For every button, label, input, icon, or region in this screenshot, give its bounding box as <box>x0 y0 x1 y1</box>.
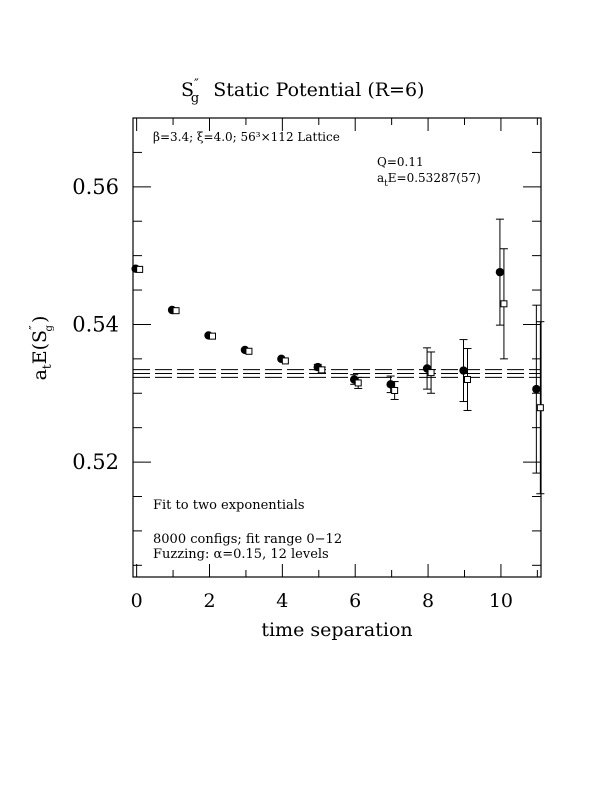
data-point-circle <box>532 384 541 394</box>
y-label-prefix: a <box>29 369 51 380</box>
y-tick-label: 0.52 <box>72 450 119 474</box>
data-point-circle <box>495 267 505 277</box>
title-subscript: g <box>191 91 199 106</box>
chart-title: S″ g Static Potential (R=6) <box>181 77 424 106</box>
data-point-square <box>172 307 180 315</box>
data-point-square <box>318 366 326 374</box>
data-point-square <box>245 347 253 355</box>
data-point-square <box>391 387 399 395</box>
y-tick-label: 0.56 <box>72 175 119 199</box>
data-point-circle <box>386 380 395 389</box>
data-point-square <box>209 332 216 340</box>
x-tick-label: 0 <box>131 590 143 612</box>
data-point-circle <box>459 366 468 375</box>
q-annotation: Q=0.11 <box>377 155 424 169</box>
title-text: Static Potential (R=6) <box>213 79 424 101</box>
fit-band <box>133 369 541 378</box>
fuzzing-annotation: Fuzzing: α=0.15, 12 levels <box>153 547 329 562</box>
energy-annotation: atE=0.53287(57) <box>377 171 481 189</box>
y-label-prime: ″ <box>27 325 41 330</box>
x-tick-label: 8 <box>422 590 434 612</box>
data-point-square <box>281 357 289 365</box>
data-point-square <box>500 300 508 308</box>
y-label-main: E(S <box>29 330 51 364</box>
x-axis-label: time separation <box>261 619 412 641</box>
y-label-close: ) <box>29 316 51 323</box>
energy-prefix: a <box>377 171 384 185</box>
data-point-square <box>464 375 471 383</box>
energy-value: E=0.53287(57) <box>388 171 481 185</box>
error-bars <box>313 218 545 495</box>
title-prime: ″ <box>194 77 199 92</box>
data-point-square <box>136 265 144 273</box>
y-axis-label: atE(S″ g) <box>27 316 55 381</box>
fit-annotation: Fit to two exponentials <box>153 498 305 513</box>
x-tick-label: 6 <box>349 590 361 612</box>
tick-labels: 0 2 4 6 8 10 0.52 0.54 0.56 <box>72 175 513 612</box>
lattice-annotation: β=3.4; ξ=4.0; 56³×112 Lattice <box>153 130 340 144</box>
y-axis-label-group: atE(S″ g) <box>27 316 55 381</box>
axis-ticks <box>133 118 541 577</box>
y-label-sub: g <box>44 324 55 331</box>
configs-annotation: 8000 configs; fit range 0−12 <box>153 532 342 547</box>
data-point-square <box>427 369 435 377</box>
plot-frame <box>132 117 542 578</box>
x-tick-label: 10 <box>489 590 513 612</box>
data-point-square <box>536 404 544 412</box>
x-tick-label: 4 <box>276 590 288 612</box>
y-tick-label: 0.54 <box>72 312 119 336</box>
data-points <box>131 264 544 412</box>
y-label-prefix-sub: t <box>40 364 54 369</box>
title-symbol: S <box>181 79 194 101</box>
data-point-square <box>354 379 362 387</box>
energy-subscript: t <box>384 179 388 189</box>
x-tick-label: 2 <box>203 590 215 612</box>
